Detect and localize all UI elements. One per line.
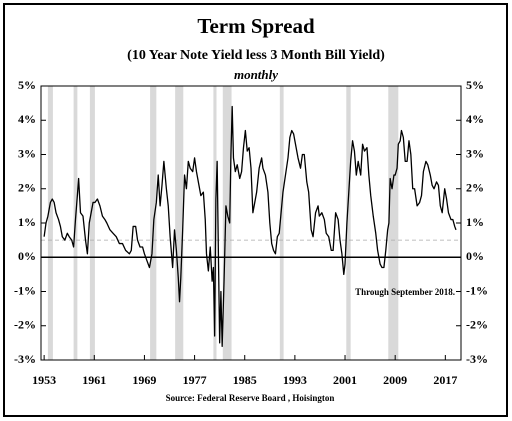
y-tick-label: 2% xyxy=(18,181,36,195)
shaded-period xyxy=(388,86,399,360)
y2-tick-label: -2% xyxy=(466,318,488,332)
shaded-period xyxy=(222,86,232,360)
y2-tick-label: -3% xyxy=(466,352,488,366)
shaded-period xyxy=(47,86,53,360)
x-tick-label: 1969 xyxy=(132,373,156,387)
frequency-note: monthly xyxy=(234,67,278,82)
x-tick-label: 1977 xyxy=(183,373,207,387)
y2-tick-label: 2% xyxy=(466,181,484,195)
y-tick-label: -3% xyxy=(14,352,36,366)
plot-frame xyxy=(40,85,462,361)
y2-tick-label: 3% xyxy=(466,146,484,160)
x-tick-label: 1953 xyxy=(32,373,56,387)
y-tick-label: 3% xyxy=(18,146,36,160)
x-tick-label: 1961 xyxy=(82,373,106,387)
y2-tick-label: 0% xyxy=(466,249,484,263)
y2-tick-label: 1% xyxy=(466,215,484,229)
chart-subtitle: (10 Year Note Yield less 3 Month Bill Yi… xyxy=(127,48,385,63)
y-tick-label: 1% xyxy=(18,215,36,229)
shaded-period xyxy=(89,86,95,360)
y2-tick-label: 4% xyxy=(466,112,484,126)
y-tick-label: 0% xyxy=(18,249,36,263)
y2-tick-label: 5% xyxy=(466,78,484,92)
shaded-period xyxy=(346,86,351,360)
y-tick-label: 5% xyxy=(18,78,36,92)
x-tick-label: 2001 xyxy=(333,373,357,387)
data-line xyxy=(43,105,457,347)
shaded-period xyxy=(279,86,284,360)
chart-title: Term Spread xyxy=(197,14,315,38)
y-tick-label: -2% xyxy=(14,318,36,332)
shaded-period xyxy=(213,86,217,360)
y-tick-label: -1% xyxy=(14,283,36,297)
y2-tick-label: -1% xyxy=(466,283,488,297)
x-tick-label: 2017 xyxy=(433,373,457,387)
x-tick-label: 2009 xyxy=(383,373,407,387)
y-tick-label: 4% xyxy=(18,112,36,126)
shaded-period xyxy=(175,86,184,360)
x-tick-label: 1985 xyxy=(233,373,257,387)
annotation: Through September 2018. xyxy=(355,287,455,297)
x-tick-label: 1993 xyxy=(283,373,307,387)
source-note: Source: Federal Reserve Board , Hoisingt… xyxy=(166,393,335,403)
outer-border xyxy=(3,3,508,417)
